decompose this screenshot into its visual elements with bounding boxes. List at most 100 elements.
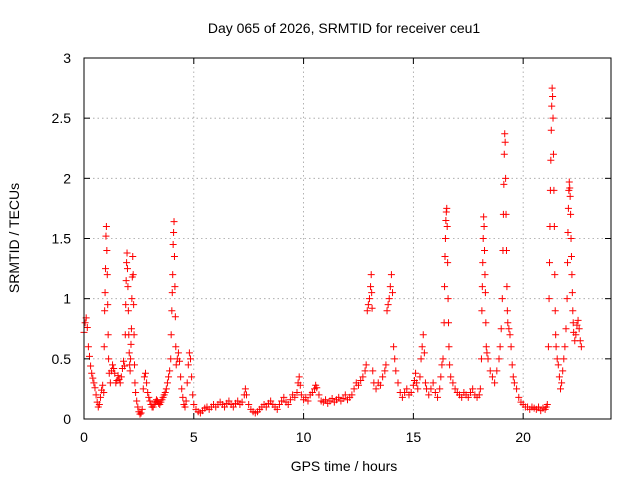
data-point <box>178 385 186 393</box>
data-point <box>137 409 145 417</box>
x-tick-label: 10 <box>296 429 312 445</box>
data-point <box>548 84 556 92</box>
data-point <box>431 389 439 397</box>
data-point <box>102 232 110 240</box>
data-point <box>122 301 130 309</box>
data-point <box>234 397 242 405</box>
x-tick-label: 15 <box>406 429 422 445</box>
data-point <box>573 321 581 329</box>
data-point <box>134 403 142 411</box>
data-point <box>225 397 233 405</box>
data-point <box>350 385 358 393</box>
data-point <box>167 331 175 339</box>
data-point <box>102 222 110 230</box>
data-point <box>357 376 365 384</box>
data-point <box>443 204 451 212</box>
data-point <box>412 369 420 377</box>
data-point <box>123 259 131 267</box>
data-point <box>500 150 508 158</box>
data-point <box>291 393 299 401</box>
data-point <box>163 379 171 387</box>
data-point <box>169 271 177 279</box>
data-point <box>564 228 572 236</box>
data-point <box>496 343 504 351</box>
data-point <box>221 403 229 411</box>
data-point <box>439 355 447 363</box>
data-point <box>383 307 391 315</box>
y-axis-label: SRMTID / TECUs <box>6 183 22 293</box>
y-tick-label: 2 <box>63 170 71 186</box>
data-point <box>296 381 304 389</box>
x-tick-label: 20 <box>515 429 531 445</box>
data-point <box>389 289 397 297</box>
data-point <box>363 307 371 315</box>
data-point <box>122 277 130 285</box>
data-point <box>488 373 496 381</box>
data-point <box>177 373 185 381</box>
data-point <box>480 213 488 221</box>
data-point <box>144 389 152 397</box>
data-point <box>576 337 584 345</box>
data-point <box>547 126 555 134</box>
data-point <box>280 393 288 401</box>
y-tick-label: 0 <box>63 411 71 427</box>
data-point <box>420 349 428 357</box>
data-point <box>369 367 377 375</box>
data-point <box>549 150 557 158</box>
data-point <box>429 379 437 387</box>
data-point <box>84 343 92 351</box>
data-point <box>166 367 174 375</box>
data-point <box>183 379 191 387</box>
grid-lines <box>84 58 611 419</box>
data-point <box>168 307 176 315</box>
data-point <box>500 180 508 188</box>
data-point <box>564 204 572 212</box>
y-tick-label: 3 <box>63 50 71 66</box>
data-point <box>100 389 108 397</box>
data-point <box>495 355 503 363</box>
data-point <box>165 373 173 381</box>
data-point <box>92 391 100 399</box>
data-point <box>443 222 451 230</box>
data-point <box>401 389 409 397</box>
data-point <box>125 349 133 357</box>
data-point <box>480 222 488 230</box>
data-point <box>354 381 362 389</box>
data-point <box>554 361 562 369</box>
data-point <box>138 405 146 413</box>
data-point <box>392 367 400 375</box>
data-point <box>365 295 373 303</box>
data-point <box>567 235 575 242</box>
data-point <box>572 331 580 339</box>
y-tick-label: 2.5 <box>52 110 72 126</box>
data-point <box>348 391 356 399</box>
data-point <box>549 114 557 122</box>
data-point <box>146 397 154 405</box>
data-point <box>476 385 484 393</box>
data-point <box>335 393 343 401</box>
data-point <box>293 389 301 397</box>
data-point <box>167 355 175 363</box>
data-point <box>170 228 178 236</box>
data-point <box>561 343 569 351</box>
data-point <box>421 379 429 387</box>
data-point <box>128 295 136 303</box>
data-point <box>398 393 406 401</box>
data-point <box>136 410 144 418</box>
data-point <box>302 393 310 401</box>
data-point <box>367 283 375 291</box>
data-point <box>434 393 442 401</box>
data-point <box>464 393 472 401</box>
data-point <box>95 401 103 409</box>
data-point <box>176 357 184 365</box>
data-point <box>386 283 394 291</box>
data-point <box>447 373 455 381</box>
data-point <box>575 325 583 333</box>
data-point <box>273 405 281 413</box>
data-point <box>481 271 489 279</box>
data-point <box>560 355 568 363</box>
data-point <box>368 289 376 297</box>
data-point <box>566 184 574 192</box>
data-point <box>503 283 511 291</box>
